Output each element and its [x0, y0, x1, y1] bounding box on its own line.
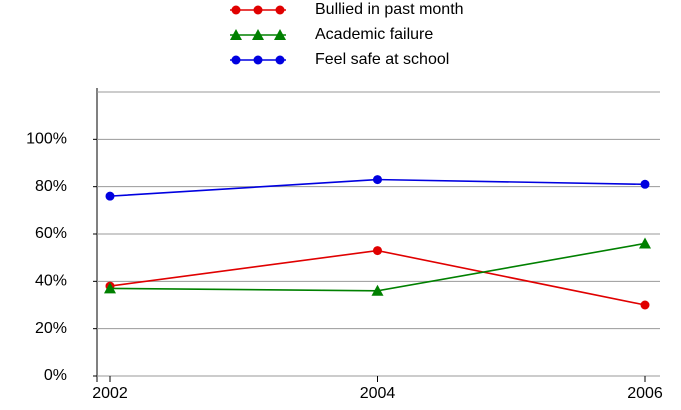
x-tick-label: 2004	[360, 385, 396, 402]
legend-marker	[253, 55, 263, 65]
y-tick-label: 60%	[35, 225, 67, 242]
x-tick-label: 2002	[92, 385, 128, 402]
y-tick-label: 20%	[35, 320, 67, 337]
y-tick-label: 40%	[35, 273, 67, 290]
series-line	[109, 249, 646, 306]
data-point	[373, 175, 382, 185]
legend-marker	[231, 5, 241, 15]
data-point	[640, 300, 650, 310]
data-point	[105, 191, 115, 201]
legend-label: Bullied in past month	[315, 1, 464, 18]
data-point	[104, 282, 116, 294]
legend-marker	[231, 55, 241, 65]
legend-marker	[252, 29, 264, 40]
legend-marker	[274, 29, 286, 40]
y-tick-label: 80%	[35, 178, 67, 195]
data-point	[639, 237, 651, 249]
legend-marker	[230, 29, 242, 40]
legend-marker	[275, 55, 285, 65]
y-tick-label: 0%	[44, 367, 67, 384]
data-point	[371, 284, 384, 296]
legend-label: Feel safe at school	[315, 51, 449, 68]
legend-marker	[275, 5, 285, 15]
y-tick-label: 100%	[26, 131, 67, 148]
data-point	[640, 179, 650, 189]
x-tick-label: 2006	[627, 385, 663, 402]
data-point	[373, 246, 382, 256]
legend-marker	[253, 5, 263, 15]
legend-label: Academic failure	[315, 26, 433, 43]
